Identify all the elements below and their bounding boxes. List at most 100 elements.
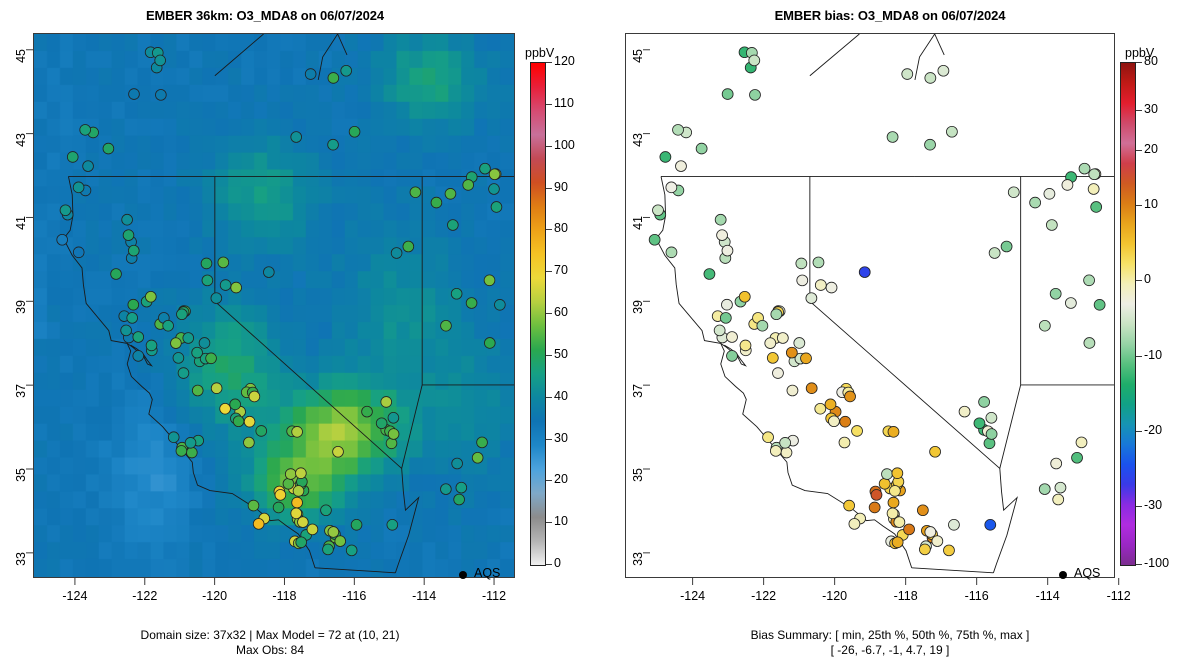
aqs-station-marker[interactable]	[255, 425, 268, 437]
aqs-station-marker[interactable]	[1090, 201, 1103, 213]
aqs-station-marker[interactable]	[390, 247, 403, 259]
aqs-station-marker[interactable]	[726, 331, 738, 343]
aqs-station-marker[interactable]	[282, 477, 295, 490]
aqs-station-marker[interactable]	[948, 519, 960, 531]
aqs-station-marker[interactable]	[1078, 162, 1091, 175]
aqs-station-marker[interactable]	[350, 519, 363, 531]
aqs-station-marker[interactable]	[714, 213, 727, 226]
aqs-station-marker[interactable]	[409, 186, 422, 198]
aqs-station-marker[interactable]	[145, 339, 158, 352]
aqs-station-marker[interactable]	[471, 451, 484, 464]
aqs-station-marker[interactable]	[1038, 483, 1051, 495]
aqs-station-marker[interactable]	[665, 246, 678, 259]
aqs-station-marker[interactable]	[1049, 287, 1062, 300]
aqs-station-marker[interactable]	[191, 384, 204, 397]
aqs-station-marker[interactable]	[844, 390, 856, 403]
aqs-station-marker[interactable]	[201, 274, 214, 287]
aqs-station-marker[interactable]	[1087, 183, 1100, 195]
aqs-station-marker[interactable]	[672, 124, 684, 136]
aqs-station-marker[interactable]	[786, 384, 799, 397]
aqs-station-marker[interactable]	[176, 308, 188, 321]
aqs-station-marker[interactable]	[893, 516, 906, 528]
aqs-station-marker[interactable]	[132, 350, 145, 362]
aqs-station-marker[interactable]	[295, 467, 307, 479]
aqs-station-marker[interactable]	[219, 279, 232, 291]
aqs-station-marker[interactable]	[796, 274, 809, 287]
aqs-station-marker[interactable]	[120, 324, 132, 337]
aqs-station-marker[interactable]	[828, 415, 840, 428]
aqs-station-marker[interactable]	[776, 332, 789, 344]
aqs-station-marker[interactable]	[479, 162, 491, 175]
aqs-station-marker[interactable]	[243, 415, 256, 428]
aqs-station-marker[interactable]	[1054, 481, 1067, 494]
aqs-bias-markers[interactable]	[626, 34, 1114, 577]
aqs-station-marker[interactable]	[721, 244, 734, 257]
aqs-station-marker[interactable]	[703, 268, 716, 280]
aqs-station-marker[interactable]	[348, 125, 361, 138]
aqs-station-marker[interactable]	[780, 446, 793, 459]
aqs-station-marker[interactable]	[274, 489, 287, 501]
aqs-station-marker[interactable]	[205, 352, 217, 365]
aqs-station-marker[interactable]	[210, 382, 223, 394]
plot-area-bias[interactable]	[625, 33, 1115, 578]
aqs-station-marker[interactable]	[943, 544, 955, 557]
aqs-station-marker[interactable]	[924, 138, 936, 151]
aqs-station-marker[interactable]	[248, 390, 261, 403]
aqs-station-marker[interactable]	[812, 256, 825, 269]
aqs-station-marker[interactable]	[1029, 196, 1042, 209]
aqs-station-marker[interactable]	[430, 196, 443, 209]
aqs-station-marker[interactable]	[795, 257, 808, 270]
aqs-station-marker[interactable]	[56, 233, 68, 246]
aqs-station-marker[interactable]	[450, 287, 463, 300]
aqs-station-marker[interactable]	[1052, 493, 1065, 506]
aqs-station-marker[interactable]	[175, 445, 188, 457]
aqs-station-marker[interactable]	[322, 543, 334, 556]
aqs-station-marker[interactable]	[779, 437, 792, 449]
aqs-station-marker[interactable]	[128, 244, 140, 257]
aqs-station-marker[interactable]	[440, 483, 452, 495]
aqs-station-marker[interactable]	[868, 501, 881, 514]
aqs-station-marker[interactable]	[284, 468, 297, 480]
aqs-station-marker[interactable]	[648, 233, 661, 246]
aqs-station-marker[interactable]	[297, 516, 309, 528]
aqs-station-marker[interactable]	[739, 339, 752, 352]
aqs-station-marker[interactable]	[72, 246, 85, 259]
aqs-station-marker[interactable]	[444, 188, 457, 200]
aqs-station-marker[interactable]	[924, 526, 937, 538]
aqs-station-marker[interactable]	[931, 535, 944, 547]
aqs-station-marker[interactable]	[186, 446, 198, 459]
aqs-station-marker[interactable]	[695, 142, 708, 155]
aqs-station-marker[interactable]	[916, 504, 929, 517]
aqs-station-marker[interactable]	[451, 457, 463, 470]
aqs-station-marker[interactable]	[155, 89, 167, 101]
aqs-station-marker[interactable]	[219, 402, 231, 415]
aqs-station-marker[interactable]	[1071, 451, 1083, 464]
aqs-station-marker[interactable]	[814, 279, 827, 291]
aqs-station-marker[interactable]	[1045, 219, 1058, 231]
aqs-station-marker[interactable]	[937, 64, 950, 77]
aqs-station-marker[interactable]	[1043, 188, 1056, 200]
aqs-station-marker[interactable]	[891, 467, 904, 479]
aqs-station-marker[interactable]	[465, 297, 478, 309]
aqs-station-marker[interactable]	[814, 402, 827, 415]
aqs-station-marker[interactable]	[978, 396, 990, 408]
aqs-station-marker[interactable]	[1075, 436, 1088, 449]
aqs-station-marker[interactable]	[79, 124, 91, 136]
aqs-station-marker[interactable]	[946, 125, 958, 138]
plot-area-model[interactable]	[33, 33, 515, 578]
aqs-station-marker[interactable]	[177, 367, 190, 379]
aqs-station-marker[interactable]	[659, 151, 672, 163]
aqs-station-marker[interactable]	[924, 72, 937, 84]
aqs-station-marker[interactable]	[332, 445, 344, 458]
aqs-station-marker[interactable]	[170, 337, 182, 349]
aqs-station-marker[interactable]	[1083, 274, 1095, 287]
aqs-station-marker[interactable]	[985, 428, 998, 440]
aqs-station-marker[interactable]	[172, 352, 185, 364]
aqs-station-marker[interactable]	[290, 507, 302, 520]
aqs-station-marker[interactable]	[1038, 319, 1051, 332]
aqs-station-marker[interactable]	[878, 477, 891, 490]
aqs-station-marker[interactable]	[229, 398, 241, 411]
aqs-station-marker[interactable]	[887, 496, 900, 509]
aqs-station-marker[interactable]	[858, 266, 871, 278]
aqs-station-marker[interactable]	[805, 292, 818, 304]
